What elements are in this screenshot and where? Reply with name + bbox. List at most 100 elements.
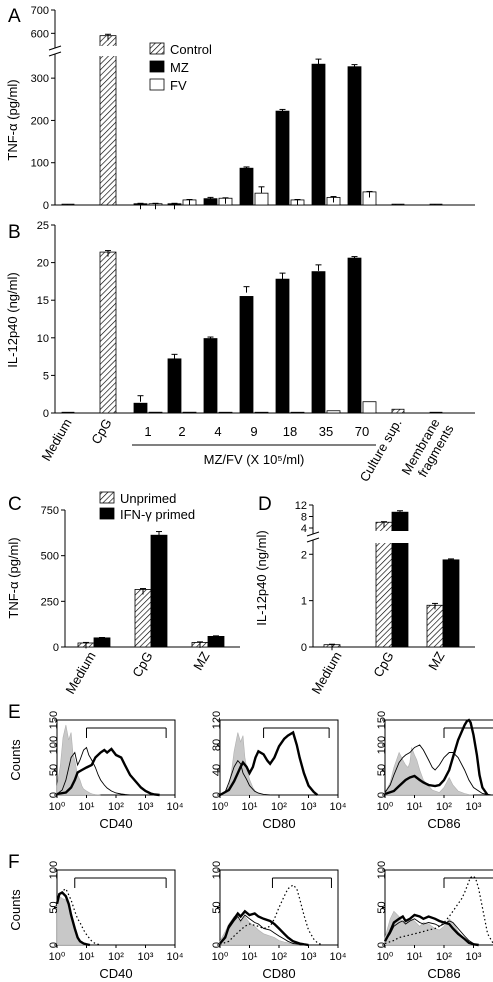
panel-a-legend-swatch xyxy=(149,42,165,55)
panel-f-hist-cd86-x-tick-label: 10³ xyxy=(466,951,482,963)
panel-e-hist-cd80-x-tick-label: 10⁴ xyxy=(330,801,347,813)
panel-a-panel-label: A xyxy=(8,6,21,27)
panel-b-bar-fv xyxy=(362,401,377,414)
panel-e-hist-cd86-y-tick-label: 0 xyxy=(376,792,388,798)
panel-a-bar-mz xyxy=(275,110,290,206)
panel-b-category-label: 2 xyxy=(178,424,185,439)
panel-c-category-label: MZ xyxy=(190,649,212,673)
panel-e-hist-cd80-x-tick-label: 10⁰ xyxy=(212,801,229,813)
panel-a-y-tick-label: 200 xyxy=(31,115,49,127)
panel-d-bar-break-gap xyxy=(375,531,409,543)
panel-c-category-label: Medium xyxy=(62,649,98,697)
panel-e-hist-cd40-x-tick-label: 10⁰ xyxy=(49,801,66,813)
panel-a-bar-mz xyxy=(311,63,326,206)
panel-a-legend-label: Control xyxy=(170,42,212,57)
panel-f-hist-cd80-y-tick-label: 100 xyxy=(211,861,223,879)
panel-c-bar-primed xyxy=(150,534,168,648)
panel-a-axis-break xyxy=(48,45,62,51)
panel-e-hist-cd80-y-tick-label: 80 xyxy=(211,739,223,751)
panel-f-hist-cd40-x-tick-label: 10¹ xyxy=(79,951,95,963)
panel-c-legend-swatch xyxy=(99,491,115,504)
panel-a-y-tick-label: 600 xyxy=(31,28,49,40)
panel-d-y-tick-label: 1 xyxy=(301,596,307,608)
panel-f-hist-cd86-x-tick-label: 10² xyxy=(436,951,452,963)
panel-e-hist-cd40-x-label: CD40 xyxy=(99,816,132,831)
panel-e-hist-cd80-x-tick-label: 10³ xyxy=(301,801,317,813)
panel-d-panel-label: D xyxy=(258,494,272,515)
panel-b-bar-mz xyxy=(133,402,148,414)
panel-f-hist-cd40-y-tick-label: 50 xyxy=(48,901,60,913)
panel-c-category-label: CpG xyxy=(129,649,155,680)
panel-f-hist-cd80-x-tick-label: 10⁴ xyxy=(330,951,347,963)
panel-a-bar-break-gap xyxy=(99,46,117,56)
panel-a-legend-swatch xyxy=(149,78,165,91)
panel-c-y-tick-label: 250 xyxy=(41,596,59,608)
panel-e-hist-cd40-isotype xyxy=(56,724,101,796)
panel-d-category-label: MZ xyxy=(425,649,447,673)
panel-e-hist-cd86-x-tick-label: 10³ xyxy=(466,801,482,813)
panel-f-hist-cd80-y-tick-label: 50 xyxy=(211,901,223,913)
panel-b-bar-control xyxy=(99,251,117,414)
panel-f-hist-cd40-x-tick-label: 10³ xyxy=(138,951,154,963)
panel-f-hist-cd86-x-tick-label: 10¹ xyxy=(407,951,423,963)
panel-a-bar-control xyxy=(61,203,75,206)
panel-f-hist-cd86-x-tick-label: 10⁰ xyxy=(377,951,394,963)
panel-f-hist-cd86-stimulated-dotted xyxy=(384,875,493,945)
panel-f-hist-cd80-x-label: CD80 xyxy=(262,966,295,981)
panel-c-panel-label: C xyxy=(8,494,22,515)
panel-a-y-tick-label: 700 xyxy=(31,5,49,17)
panel-b-category-label: 35 xyxy=(319,424,333,439)
panel-f-hist-cd86-y-tick-label: 0 xyxy=(376,942,388,948)
panel-b-y-tick-label: 20 xyxy=(37,258,49,270)
panel-f-hist-cd40-x-tick-label: 10⁰ xyxy=(49,951,66,963)
panel-f-hist-cd80-y-tick-label: 0 xyxy=(211,942,223,948)
panel-d-axis-break xyxy=(306,531,320,537)
panel-b-y-tick-label: 0 xyxy=(43,408,49,420)
panel-e-hist-cd86-x-tick-label: 10⁰ xyxy=(377,801,394,813)
panel-b-y-label: IL-12p40 (ng/ml) xyxy=(5,272,20,367)
panel-d-y-tick-label: 2 xyxy=(301,549,307,561)
panel-d-y-tick-label: 4 xyxy=(301,523,307,535)
panel-d-y-tick-label: 12 xyxy=(295,500,307,512)
panel-a-y-tick-label: 100 xyxy=(31,158,49,170)
panel-e-hist-cd80-x-tick-label: 10² xyxy=(271,801,287,813)
panel-a-y-tick-label: 0 xyxy=(43,200,49,212)
panel-f-hist-cd86-x-label: CD86 xyxy=(427,966,460,981)
panel-b-category-label: Medium xyxy=(38,416,74,464)
panel-e-hist-cd80-y-tick-label: 40 xyxy=(211,764,223,776)
panel-b-y-tick-label: 5 xyxy=(43,370,49,382)
panel-a-axis-break-gap xyxy=(48,48,62,54)
panel-b-group-label: MZ/FV (X 10⁵/ml) xyxy=(204,452,305,467)
panel-e-hist-cd80-x-label: CD80 xyxy=(262,816,295,831)
panel-b-bar-mz xyxy=(167,358,182,414)
panel-b-bar-fv xyxy=(218,411,233,414)
panel-c-y-tick-label: 750 xyxy=(41,505,59,517)
panel-a-y-label: TNF-α (pg/ml) xyxy=(5,79,20,160)
panel-b-bar-fv xyxy=(254,411,269,414)
panel-f-hist-cd86-stimulated xyxy=(383,913,479,947)
panel-e-hist-cd40-y-tick-label: 100 xyxy=(48,736,60,754)
panel-b-y-tick-label: 15 xyxy=(37,295,49,307)
panel-a-bar-control xyxy=(391,203,405,206)
panel-a-legend-label: FV xyxy=(170,78,187,93)
panel-c-y-tick-label: 0 xyxy=(53,642,59,654)
panel-b-bar-fv xyxy=(290,411,305,414)
panel-e-hist-cd80-stimulated xyxy=(219,730,319,797)
panel-e-hist-cd86-y-tick-label: 50 xyxy=(376,764,388,776)
panel-b-category-label: 70 xyxy=(355,424,369,439)
panel-e-hist-cd40-x-tick-label: 10⁴ xyxy=(167,801,184,813)
panel-e-panel-label: E xyxy=(8,702,21,723)
panel-a-y-tick-label: 300 xyxy=(31,73,49,85)
panel-a-bar-fv xyxy=(254,192,269,206)
panel-f-hist-cd86-y-tick-label: 100 xyxy=(376,861,388,879)
panel-b-bar-mz xyxy=(239,296,254,414)
panel-d-axis-break xyxy=(306,537,320,543)
panel-e-hist-cd86-stimulated xyxy=(384,718,489,796)
panel-d-category-label: CpG xyxy=(370,649,396,680)
panel-f-hist-cd40-y-tick-label: 0 xyxy=(48,942,60,948)
panel-b-panel-label: B xyxy=(8,222,21,243)
panel-d-bar-primed xyxy=(442,559,460,648)
panel-a-bar-mz xyxy=(347,66,362,206)
panel-e-hist-cd80-y-tick-label: 120 xyxy=(211,711,223,729)
